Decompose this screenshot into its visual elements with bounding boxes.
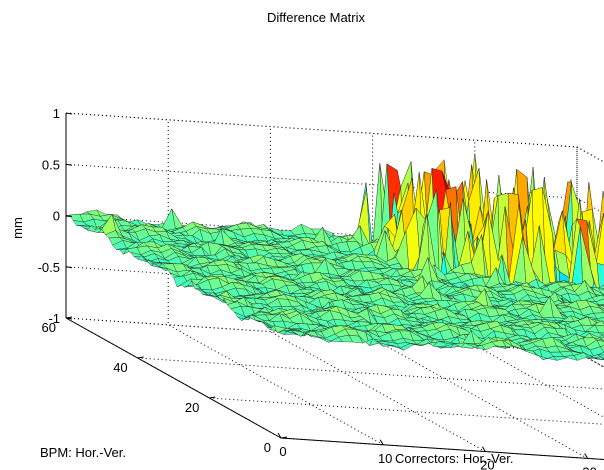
- x-tick-mark: [584, 453, 589, 459]
- y-axis-line: [65, 317, 282, 439]
- tick-labels: 010203040500204060-1-0.500.51: [38, 106, 597, 470]
- z-tick-mark: [65, 215, 73, 217]
- y-tick-mark: [209, 396, 216, 399]
- y-tick-label-1: 20: [185, 400, 199, 415]
- surface-cell: [277, 328, 292, 333]
- chart-title: Difference Matrix: [267, 10, 366, 25]
- x-tick-mark: [481, 446, 486, 452]
- x-tick-label-0: 0: [279, 444, 286, 459]
- y-tick-mark: [280, 436, 288, 439]
- y-tick-label-3: 60: [42, 320, 56, 335]
- z-tick-label-2: 0: [53, 209, 60, 224]
- x-tick-label-1: 10: [378, 451, 392, 466]
- z-tick-label-0: -1: [48, 311, 60, 326]
- y-tick-mark: [137, 356, 144, 359]
- axes: [65, 112, 604, 460]
- z-tick-label-3: 0.5: [42, 157, 60, 172]
- z-tick-mark: [65, 112, 73, 115]
- x-axis-label: Correctors: Hor.-Ver.: [395, 451, 513, 466]
- x-tick-label-2: 20: [480, 458, 494, 470]
- x-tick-mark: [379, 439, 384, 446]
- z-tick-mark: [65, 163, 73, 166]
- x-axis-line: [280, 437, 604, 460]
- box-edge-6: [576, 351, 604, 368]
- y-axis-label: BPM: Hor.-Ver.: [40, 445, 126, 460]
- z-tick-label-4: 1: [53, 106, 60, 121]
- y-tick-label-0: 0: [264, 440, 271, 455]
- surface-plot: [65, 153, 604, 361]
- z-axis-label: mm: [10, 217, 25, 239]
- x-tick-mark: [277, 432, 282, 439]
- z-tick-mark: [65, 266, 73, 269]
- z-tick-mark: [65, 317, 73, 320]
- x-tick-label-3: 30: [582, 464, 596, 470]
- z-grid-line-3: [65, 163, 604, 214]
- z-grid-line-4: [65, 112, 604, 163]
- y-tick-label-2: 40: [113, 360, 127, 375]
- z-tick-label-1: -0.5: [38, 260, 60, 275]
